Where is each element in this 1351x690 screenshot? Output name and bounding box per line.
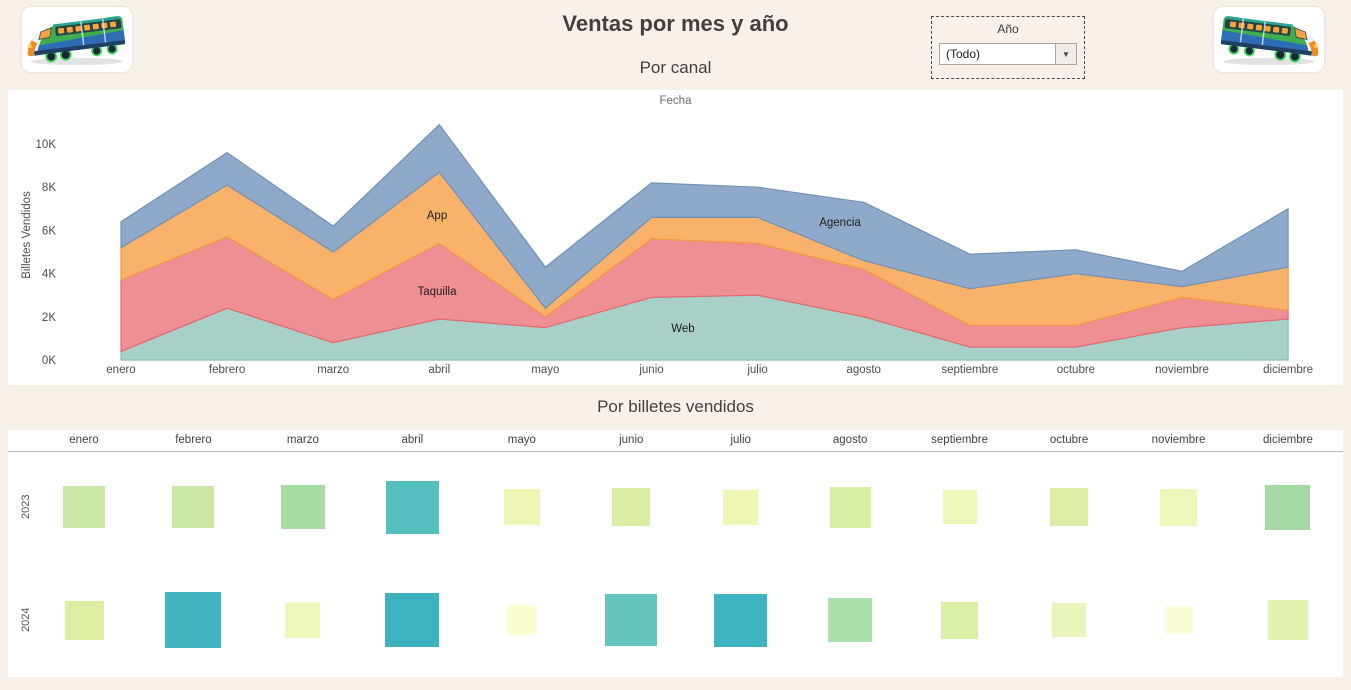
heatmap-column-header: noviembre [1151,434,1206,446]
year-filter-value: (Todo) [946,47,981,61]
heatmap-column-header: febrero [175,434,212,446]
x-axis-title: Fecha [659,95,692,107]
heatmap-cell-2024-abril[interactable] [385,593,440,647]
heatmap-column-header: agosto [832,434,868,446]
x-tick-label: julio [746,364,767,376]
x-tick-label: febrero [209,364,245,376]
heatmap-column-header: marzo [286,434,319,446]
x-tick-label: septiembre [941,364,998,376]
heatmap-cell-2024-junio[interactable] [605,594,658,646]
x-tick-label: noviembre [1155,364,1209,376]
heatmap-column-header: septiembre [931,434,989,446]
heatmap-cell-2023-agosto[interactable] [829,486,871,528]
y-tick-label: 4K [42,269,56,281]
train-image-right [1214,7,1324,72]
heatmap-cell-2023-junio[interactable] [612,488,651,526]
heatmap-cell-2023-septiembre[interactable] [942,490,977,524]
heatmap-column-header: mayo [507,434,536,446]
heatmap-cell-2023-octubre[interactable] [1050,488,1089,526]
year-filter-label: Año [997,22,1019,36]
heatmap-cell-2023-mayo[interactable] [503,489,540,525]
heatmap-cell-2024-mayo[interactable] [506,605,537,635]
area-label-web: Web [671,323,694,335]
heatmap-panel: enero febrero marzo abril mayo junio julio agos… [8,430,1343,677]
heatmap-cell-2023-enero[interactable] [63,486,105,528]
heatmap-cell-2023-marzo[interactable] [280,485,325,529]
chart-title: Por canal [639,58,712,77]
heatmap-column-header: enero [69,434,99,446]
heatmap-column-header: octubre [1049,434,1089,446]
heatmap-column-header: abril [401,434,424,446]
x-tick-label: agosto [846,364,881,376]
y-axis-title: Billetes Vendidos [21,191,33,279]
heatmap-cell-2024-julio[interactable] [714,593,768,647]
heatmap-header-row: enero febrero marzo abril mayo junio julio agos… [8,430,1343,452]
year-filter-dropdown[interactable]: (Todo) ▼ [939,43,1077,65]
heatmap-cell-2024-diciembre[interactable] [1267,600,1308,640]
train-image-left [22,7,132,72]
area-chart-svg: 0K 2K 4K 6K 8K 10K Billetes Vendidos enero febre… [21,123,1313,376]
y-tick-label: 0K [42,355,56,367]
x-tick-label: junio [638,364,663,376]
heatmap-cell-2024-febrero[interactable] [165,592,222,648]
heatmap-cell-2023-julio[interactable] [723,489,759,525]
area-chart-panel: Fecha 0K 2K 4K 6K 8K 10K Billetes Vendidos ener… [8,90,1343,385]
y-tick-label: 2K [42,312,56,324]
section-title: Por billetes vendidos [597,397,754,416]
heatmap-row-label-2024: 2024 [20,607,32,633]
heatmap-cell-2024-enero[interactable] [64,600,104,640]
x-tick-label: abril [428,364,450,376]
heatmap-column-header: junio [619,434,644,446]
heatmap-cell-2023-noviembre[interactable] [1160,488,1197,526]
area-agencia[interactable] [120,123,1289,309]
area-label-taquilla: Taquilla [418,286,458,298]
heatmap-cell-2023-diciembre[interactable] [1265,484,1311,530]
heatmap-cell-2024-octubre[interactable] [1052,603,1087,637]
y-tick-label: 6K [42,225,56,237]
heatmap-cell-2023-abril[interactable] [385,480,439,534]
x-tick-label: marzo [317,364,349,376]
heatmap-cell-2024-agosto[interactable] [828,598,873,642]
x-tick-label: diciembre [1263,364,1313,376]
area-label-app: App [427,210,447,222]
heatmap-cell-2024-marzo[interactable] [285,602,321,638]
y-tick-label: 8K [42,182,56,194]
area-label-agencia: Agencia [819,217,861,229]
heatmap-column-header: julio [730,434,751,446]
x-tick-label: mayo [531,364,559,376]
x-tick-label: octubre [1057,364,1095,376]
heatmap-cell-2023-febrero[interactable] [172,486,215,528]
page-title: Ventas por mes y año [562,11,789,36]
year-filter: Año (Todo) ▼ [931,16,1085,79]
heatmap-column-header: diciembre [1263,434,1313,446]
heatmap-cell-2024-septiembre[interactable] [941,601,979,639]
y-tick-label: 10K [36,139,57,151]
x-tick-label: enero [106,364,135,376]
heatmap-row-label-2023: 2023 [20,494,32,520]
chevron-down-icon[interactable]: ▼ [1055,44,1076,64]
heatmap-cell-2024-noviembre[interactable] [1164,606,1193,634]
